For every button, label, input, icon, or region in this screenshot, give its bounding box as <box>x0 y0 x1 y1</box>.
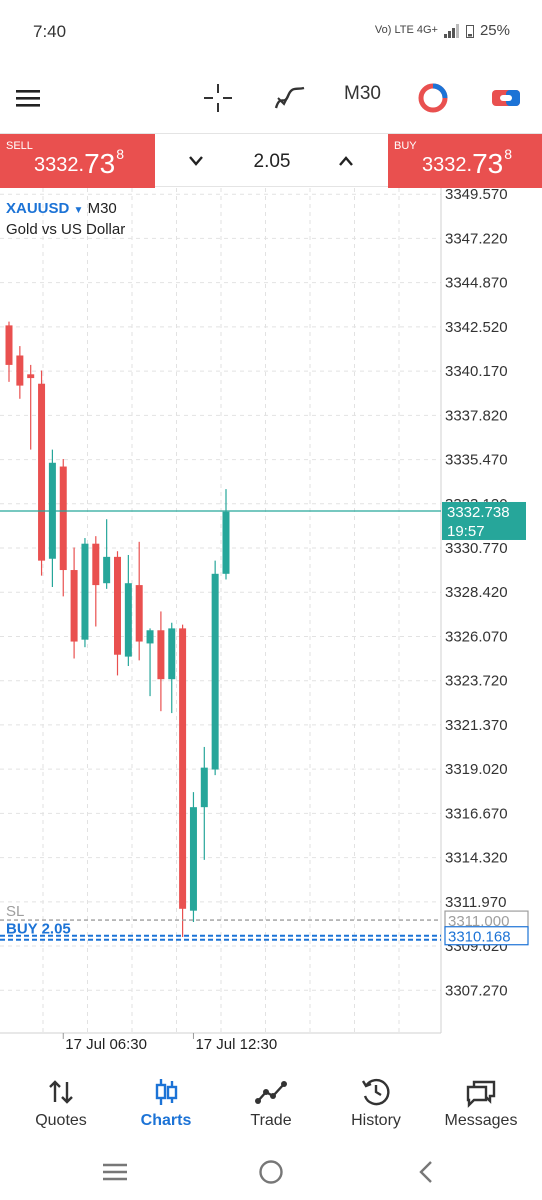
buy-label: BUY <box>394 140 417 152</box>
back-icon[interactable] <box>414 1158 438 1186</box>
candle-bearish <box>16 355 24 386</box>
crosshair-icon[interactable] <box>200 80 236 116</box>
status-icons: Vo) LTE 4G+ 25% <box>375 22 510 39</box>
history-clock-icon <box>361 1078 390 1106</box>
y-tick-label: 3349.570 <box>445 188 508 203</box>
y-tick-label: 3340.170 <box>445 363 508 380</box>
order-line-label: BUY 2.05 <box>6 921 71 938</box>
y-tick-label: 3326.070 <box>445 628 508 645</box>
candle-bullish <box>103 556 111 584</box>
price-chart[interactable]: 3349.570 3347.220 3344.870 3342.520 3340.170… <box>0 188 542 1058</box>
sell-price: 3332.738 <box>34 146 125 179</box>
y-tick-label: 3321.370 <box>445 717 508 734</box>
order-line-label: SL <box>6 903 24 920</box>
buy-button[interactable]: BUY 3332.738 <box>388 134 542 188</box>
chevron-down-icon <box>189 156 203 166</box>
candle-bullish <box>211 573 219 770</box>
one-click-trade-bar: SELL 3332.738 2.05 BUY 3332.738 <box>0 133 542 188</box>
status-time: 7:40 <box>33 22 67 41</box>
candle-bearish <box>38 383 46 561</box>
volume-increase-button[interactable] <box>334 150 358 172</box>
y-tick-label: 3316.670 <box>445 805 508 822</box>
order-price-box <box>444 926 529 946</box>
chart-canvas[interactable]: 3349.570 3347.220 3344.870 3342.520 3340.170… <box>0 188 542 1058</box>
sell-label: SELL <box>6 140 33 152</box>
candle-bearish <box>179 628 187 909</box>
hamburger-icon[interactable] <box>10 80 46 116</box>
charts-candles-icon <box>155 1079 178 1105</box>
status-bar: 7:40 Vo) LTE 4G+ 25% <box>0 0 542 66</box>
timeframe-button[interactable]: M30 <box>344 83 381 104</box>
nav-history[interactable]: History <box>324 1058 428 1144</box>
candle-bullish <box>189 807 197 911</box>
battery-icon <box>465 24 474 38</box>
candle-bearish <box>114 556 121 655</box>
objects-icon[interactable] <box>415 80 451 116</box>
candle-bearish <box>59 466 67 571</box>
candle-bearish <box>157 630 165 680</box>
y-tick-label: 3347.220 <box>445 230 508 247</box>
bottom-navigation: Quotes Charts Trade History Messages <box>0 1058 542 1144</box>
nav-quotes[interactable]: Quotes <box>9 1058 113 1144</box>
y-tick-label: 3307.270 <box>445 982 508 999</box>
y-tick-label: 3323.720 <box>445 673 508 690</box>
messages-icon <box>466 1080 496 1108</box>
y-tick-label: 3330.770 <box>445 540 508 557</box>
symbol-dropdown-icon: ▼ <box>73 205 84 216</box>
x-tick-label: 17 Jul 12:30 <box>195 1036 277 1053</box>
symbol-description: Gold vs US Dollar <box>6 221 126 238</box>
y-tick-label: 3335.470 <box>445 452 508 469</box>
candle-bearish <box>27 374 35 379</box>
one-click-trading-icon[interactable] <box>488 80 524 116</box>
candle-bullish <box>168 628 176 680</box>
candle-bearish <box>70 570 78 642</box>
volume-field[interactable]: 2.05 <box>253 151 291 172</box>
symbol-header[interactable]: XAUUSD ▼ M30 <box>6 200 117 217</box>
volume-decrease-button[interactable] <box>184 150 208 172</box>
y-tick-label: 3344.870 <box>445 275 508 292</box>
candle-bearish <box>92 543 100 586</box>
candle-timer-label: 19:57 <box>447 523 485 540</box>
y-tick-label: 3342.520 <box>445 319 508 336</box>
current-price-label: 3332.738 <box>447 504 510 521</box>
candle-bearish <box>135 585 143 642</box>
order-price-label: 3310.168 <box>448 929 511 946</box>
buy-price: 3332.738 <box>422 146 513 179</box>
y-tick-label: 3311.970 <box>445 894 506 911</box>
indicators-icon[interactable] <box>272 80 308 116</box>
candle-bearish <box>5 325 13 365</box>
chart-toolbar <box>0 66 542 132</box>
order-price-label: 3311.000 <box>448 913 509 930</box>
quotes-arrows-icon <box>49 1080 73 1104</box>
candle-bullish <box>200 767 208 808</box>
y-tick-label: 3319.020 <box>445 761 508 778</box>
system-navigation <box>0 1144 542 1200</box>
candle-bullish <box>146 630 154 644</box>
signal-icon <box>443 23 459 38</box>
y-tick-label: 3337.820 <box>445 407 508 424</box>
nav-messages[interactable]: Messages <box>429 1058 533 1144</box>
symbol-timeframe: M30 <box>87 200 117 217</box>
sell-button[interactable]: SELL 3332.738 <box>0 134 155 188</box>
nav-trade[interactable]: Trade <box>219 1058 323 1144</box>
chevron-up-icon <box>339 156 353 166</box>
nav-charts[interactable]: Charts <box>114 1058 218 1144</box>
y-tick-label: 3328.420 <box>445 584 508 601</box>
network-indicator: Vo) LTE 4G+ <box>374 24 438 36</box>
current-price-tag <box>442 501 526 540</box>
symbol-name[interactable]: XAUUSD <box>6 200 70 217</box>
candle-bullish <box>222 511 230 574</box>
candle-bullish <box>124 583 132 657</box>
candle-bullish <box>81 543 89 640</box>
x-tick-label: 17 Jul 06:30 <box>65 1036 147 1053</box>
trade-line-icon <box>255 1081 287 1104</box>
battery-percent: 25% <box>479 22 510 39</box>
y-tick-label: 3314.320 <box>445 850 508 867</box>
home-icon[interactable] <box>257 1158 285 1186</box>
recent-apps-icon[interactable] <box>100 1160 130 1184</box>
